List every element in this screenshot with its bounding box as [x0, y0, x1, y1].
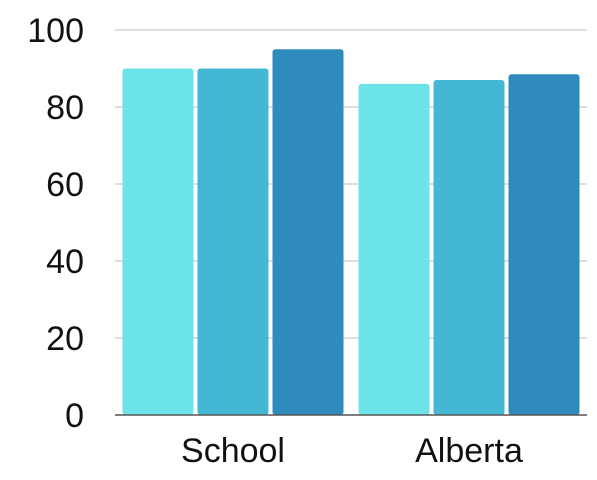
bar-alberta-series-1 [358, 83, 430, 416]
bar-school-series-3 [272, 49, 344, 415]
x-axis-tick-labels: School Alberta [181, 432, 523, 470]
x-tick-label: Alberta [415, 432, 523, 470]
y-tick-label: 0 [65, 397, 84, 435]
bars [122, 49, 580, 416]
y-tick-label: 100 [27, 12, 84, 50]
y-tick-label: 20 [46, 320, 84, 358]
y-tick-label: 60 [46, 166, 84, 204]
y-tick-label: 40 [46, 243, 84, 281]
bar-alberta-series-3 [508, 74, 580, 416]
gridlines [115, 29, 587, 339]
y-axis-tick-labels: 0 20 40 60 80 100 [27, 12, 84, 435]
bar-alberta-series-2 [433, 80, 505, 416]
x-tick-label: School [181, 432, 285, 470]
bar-school-series-2 [197, 68, 269, 415]
bar-school-series-1 [122, 68, 194, 415]
y-tick-label: 80 [46, 89, 84, 127]
